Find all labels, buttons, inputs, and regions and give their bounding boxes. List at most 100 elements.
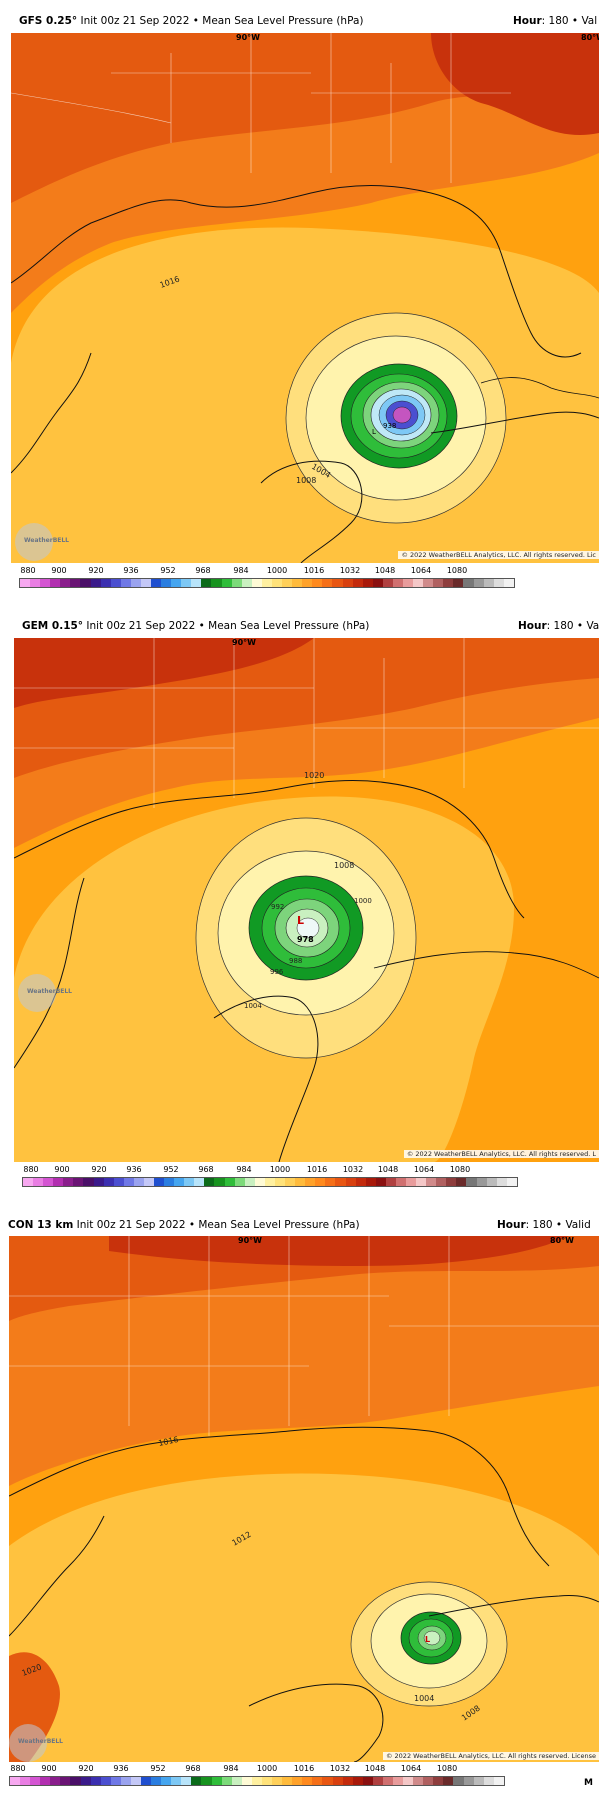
colorbar-swatch	[141, 1777, 152, 1785]
colorbar-swatch	[375, 1178, 386, 1186]
colorbar-swatch	[103, 1178, 114, 1186]
colorbar-swatch	[143, 1178, 155, 1186]
colorbar-swatch	[382, 1777, 393, 1785]
colorbar-swatch	[416, 1178, 427, 1186]
colorbar-swatch	[211, 1777, 222, 1785]
colorbar-swatch	[261, 1777, 273, 1785]
colorbar-swatch	[282, 579, 293, 587]
panel-header: GEM 0.15° Init 00z 21 Sep 2022 • Mean Se…	[0, 618, 599, 636]
colorbar-swatch	[392, 579, 403, 587]
colorbar-swatch	[194, 1178, 205, 1186]
colorbar-swatch	[395, 1178, 406, 1186]
panel-title: GEM 0.15° Init 00z 21 Sep 2022 • Mean Se…	[22, 620, 370, 632]
copyright-notice: © 2022 WeatherBELL Analytics, LLC. All r…	[382, 1752, 599, 1760]
panel-title: CON 13 km Init 00z 21 Sep 2022 • Mean Se…	[8, 1219, 360, 1231]
colorbar-swatch	[496, 1178, 507, 1186]
colorbar-swatch	[251, 579, 262, 587]
truncated-label: M	[584, 1778, 593, 1788]
colorbar-swatch	[254, 1178, 265, 1186]
colorbar-swatch	[123, 1178, 134, 1186]
colorbar-swatch	[426, 1178, 437, 1186]
svg-text:1008: 1008	[334, 861, 354, 870]
colorbar-swatch	[302, 579, 313, 587]
colorbar-swatch	[90, 579, 101, 587]
colorbar-swatch	[413, 579, 424, 587]
svg-text:1004: 1004	[244, 1002, 262, 1010]
colorbar-swatch	[382, 579, 393, 587]
pressure-map: 1016 1012 1004 1008 1020 L WeatherBELL ©…	[9, 1236, 599, 1762]
colorbar-swatch	[433, 579, 444, 587]
svg-text:1000: 1000	[354, 897, 372, 905]
colorbar-swatch	[456, 1178, 467, 1186]
colorbar-ticks: 880 900 920 936 952 968 984 1000 1016 10…	[23, 1165, 471, 1174]
colorbar-swatch	[53, 1178, 64, 1186]
colorbar-swatch	[181, 1777, 192, 1785]
colorbar-swatch	[302, 1777, 313, 1785]
colorbar-swatch	[463, 579, 474, 587]
colorbar-swatch	[161, 1777, 172, 1785]
colorbar-swatch	[241, 579, 252, 587]
colorbar-swatch	[345, 1178, 356, 1186]
colorbar-swatch	[292, 579, 303, 587]
colorbar-swatch	[385, 1178, 396, 1186]
colorbar-swatch	[342, 1777, 353, 1785]
colorbar-swatch	[50, 1777, 61, 1785]
pressure-map: 1020 1008 1000 992 988 996 1004 L 978 We…	[14, 638, 599, 1162]
colorbar-swatch	[325, 1178, 336, 1186]
colorbar-swatch	[151, 579, 162, 587]
colorbar-ticks: 880 900 920 936 952 968 984 1000 1016 10…	[20, 566, 468, 575]
colorbar-swatch	[83, 1178, 94, 1186]
colorbar-swatch	[483, 1777, 494, 1785]
colorbar-swatch	[322, 1777, 333, 1785]
colorbar-swatch	[476, 1178, 487, 1186]
colorbar	[9, 1776, 505, 1786]
colorbar-swatch	[63, 1178, 74, 1186]
colorbar-swatch	[292, 1777, 303, 1785]
colorbar-swatch	[453, 579, 464, 587]
colorbar-swatch	[506, 1178, 517, 1186]
colorbar-swatch	[493, 1777, 504, 1785]
colorbar-swatch	[140, 579, 152, 587]
svg-text:L: L	[297, 914, 304, 927]
colorbar-swatch	[184, 1178, 195, 1186]
colorbar-swatch	[191, 579, 202, 587]
colorbar-swatch	[405, 1178, 417, 1186]
colorbar-swatch	[436, 1178, 447, 1186]
colorbar-swatch	[60, 1777, 71, 1785]
colorbar-swatch	[191, 1777, 202, 1785]
colorbar-swatch	[443, 1777, 454, 1785]
colorbar-swatch	[100, 1777, 111, 1785]
colorbar-swatch	[332, 579, 343, 587]
colorbar-swatch	[20, 579, 31, 587]
weatherbell-logo: WeatherBELL	[18, 974, 72, 1012]
colorbar-swatch	[355, 1178, 366, 1186]
longitude-label: 80°W	[581, 33, 599, 42]
panel-title: GFS 0.25° Init 00z 21 Sep 2022 • Mean Se…	[19, 15, 364, 27]
colorbar-swatch	[312, 1777, 323, 1785]
svg-text:988: 988	[289, 957, 302, 965]
colorbar-swatch	[342, 579, 353, 587]
colorbar-swatch	[312, 579, 323, 587]
forecast-hour: Hour: 180 • Val	[513, 15, 598, 27]
colorbar-swatch	[110, 579, 121, 587]
colorbar-swatch	[130, 1777, 142, 1785]
colorbar-swatch	[503, 579, 514, 587]
colorbar-swatch	[93, 1178, 104, 1186]
longitude-label: 90°W	[232, 638, 256, 647]
colorbar-swatch	[120, 579, 131, 587]
colorbar-swatch	[372, 1777, 383, 1785]
colorbar-swatch	[244, 1178, 255, 1186]
colorbar-swatch	[362, 1777, 373, 1785]
colorbar-swatch	[214, 1178, 225, 1186]
colorbar-swatch	[161, 579, 172, 587]
colorbar-swatch	[40, 579, 51, 587]
colorbar-swatch	[204, 1178, 215, 1186]
colorbar-swatch	[211, 579, 222, 587]
svg-text:1016: 1016	[158, 1435, 180, 1448]
colorbar-swatch	[154, 1178, 165, 1186]
colorbar	[22, 1177, 518, 1187]
colorbar-swatch	[466, 1178, 477, 1186]
colorbar-swatch	[40, 1777, 51, 1785]
colorbar-swatch	[33, 1178, 44, 1186]
svg-text:1020: 1020	[304, 771, 324, 780]
